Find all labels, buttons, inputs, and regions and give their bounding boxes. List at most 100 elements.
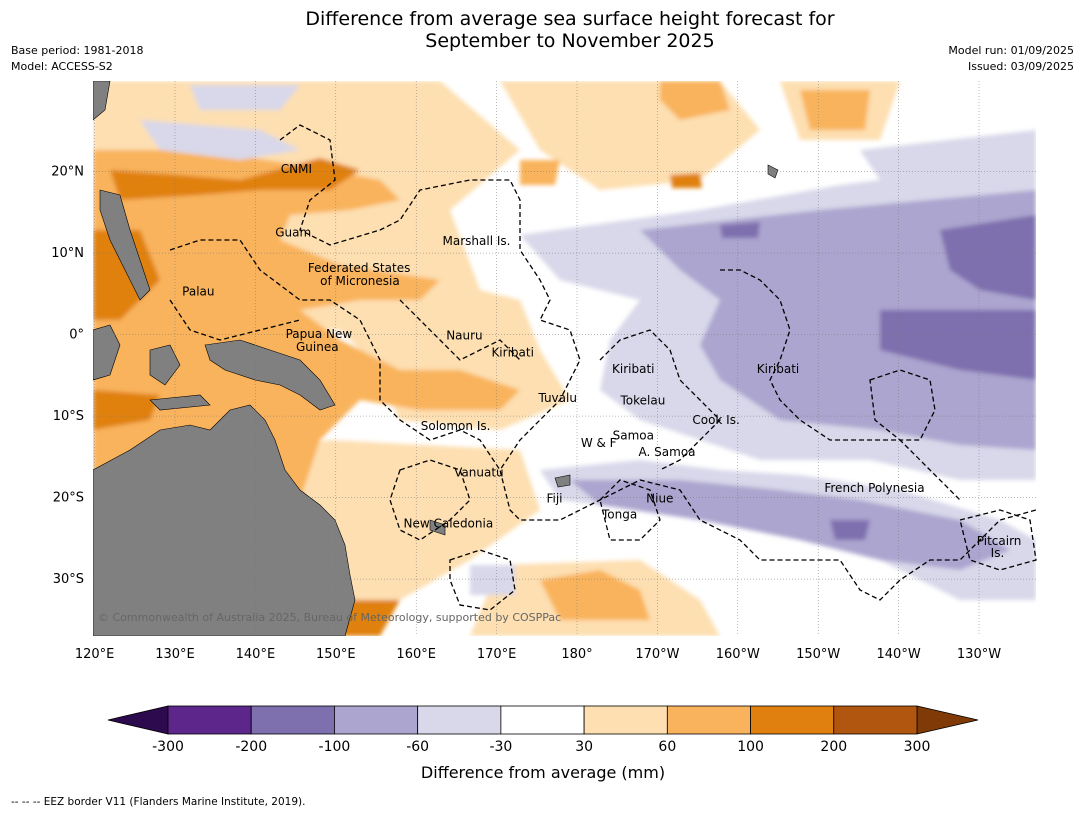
eez-border [449, 549, 516, 611]
region-label: W & F [581, 436, 617, 450]
eez-border [389, 459, 471, 541]
region-label: Pitcairn [977, 534, 1022, 548]
lon-tick-label: 160°E [396, 647, 436, 662]
region-label: Marshall Is. [443, 234, 511, 248]
colorbar-over-arrow [916, 705, 979, 735]
region-label: Palau [182, 284, 214, 298]
region-label: Tuvalu [537, 391, 577, 405]
philippines [99, 189, 151, 301]
anomaly-dark-purple [720, 222, 760, 238]
lon-tick-label: 170°E [477, 647, 517, 662]
region-label: Samoa [613, 429, 654, 443]
region-label: Kiribati [491, 346, 533, 360]
anomaly-mid-orange [660, 81, 730, 120]
region-label: Tonga [601, 508, 637, 522]
gridlines [93, 81, 1036, 636]
lon-tick-label: 150°W [796, 647, 840, 662]
lon-tick-label: 170°W [635, 647, 679, 662]
region-label: Fiji [546, 491, 562, 505]
eez-border [169, 299, 301, 341]
colorbar-tick-label: -300 [152, 739, 184, 755]
model-run: Model run: 01/09/2025 [948, 44, 1074, 57]
colorbar-tick-label: -30 [489, 739, 512, 755]
title-line-1: Difference from average sea surface heig… [305, 8, 835, 30]
colorbar-tick-label: 30 [575, 739, 593, 755]
region-label: Vanuatu [454, 465, 504, 479]
anomaly-dark-purple [880, 310, 1036, 380]
colorbar-segment [250, 705, 335, 735]
region-label: of Micronesia [320, 274, 400, 288]
region-label: Kiribati [757, 362, 799, 376]
lat-tick-label: 30°S [53, 572, 84, 587]
lon-tick-label: 130°E [155, 647, 195, 662]
region-label: Guam [275, 226, 311, 240]
colorbar-segment [417, 705, 502, 735]
anomaly-light-purple [470, 565, 515, 595]
anomaly-mid-orange [800, 90, 870, 130]
new-caledonia [429, 519, 446, 536]
region-label: Guinea [296, 340, 339, 354]
colorbar-tick-label: -200 [235, 739, 267, 755]
lat-tick-label: 10°N [51, 246, 84, 261]
colorbar-tick-label: -100 [319, 739, 351, 755]
copyright-notice: © Commonwealth of Australia 2025, Bureau… [98, 611, 561, 624]
colorbar-tick-label: -60 [406, 739, 429, 755]
eez-border [959, 509, 1037, 571]
base-info: Base period: 1981-2018 Model: ACCESS-S2 [11, 43, 143, 75]
region-label: CNMI [281, 162, 312, 176]
region-label: Federated States [308, 261, 410, 275]
lon-tick-label: 120°E [75, 647, 115, 662]
region-label: French Polynesia [824, 481, 924, 495]
lat-tick-label: 20°N [51, 165, 84, 180]
eez-border [599, 329, 721, 471]
lon-tick-label: 140°W [877, 647, 921, 662]
lon-tick-label: 130°W [957, 647, 1001, 662]
lat-tick-label: 20°S [53, 491, 84, 506]
sulawesi [149, 344, 181, 386]
region-label: A. Samoa [639, 445, 696, 459]
new-guinea [204, 339, 336, 411]
colorbar-tick-label: 60 [658, 739, 676, 755]
colorbar-under-arrow [107, 705, 169, 735]
fiji-island [554, 474, 571, 488]
colorbar-tick-label: 100 [737, 739, 764, 755]
timor [149, 394, 211, 411]
lat-tick-label: 10°S [53, 409, 84, 424]
hawaii [767, 164, 779, 179]
eez-borders [169, 124, 1037, 611]
lon-tick-label: 150°E [316, 647, 356, 662]
region-label: Nauru [446, 328, 482, 342]
run-info: Model run: 01/09/2025 Issued: 03/09/2025 [948, 43, 1074, 75]
colorbar-tick-label: 200 [820, 739, 847, 755]
anomaly-dark-orange [340, 600, 400, 636]
region-label: Kiribati [612, 362, 654, 376]
lat-tick-label: 0° [69, 328, 84, 343]
anomaly-light-purple [140, 120, 300, 160]
region-label: Tokelau [620, 394, 666, 408]
anomaly-dark-orange [93, 390, 160, 430]
anomaly-mid-purple [640, 190, 1036, 450]
colorbar-label: Difference from average (mm) [421, 763, 665, 782]
anomaly-fields [93, 81, 1036, 636]
land [93, 81, 779, 636]
australia [93, 404, 356, 636]
lon-tick-label: 160°W [716, 647, 760, 662]
colorbar-segment [500, 705, 585, 735]
title-line-2: September to November 2025 [425, 30, 715, 52]
colorbar-segment [167, 705, 252, 735]
anomaly-dark-purple [940, 215, 1036, 300]
eez-border [599, 479, 661, 541]
region-label: Solomon Is. [421, 419, 491, 433]
lon-tick-label: 140°E [236, 647, 276, 662]
colorbar-tick-label: 300 [904, 739, 931, 755]
anomaly-light-purple [860, 130, 1036, 180]
lon-tick-label: 180° [561, 647, 592, 662]
chart-title: Difference from average sea surface heig… [200, 8, 940, 52]
region-label: Papua New [286, 327, 353, 341]
anomaly-mid-purple [570, 480, 1010, 570]
anomaly-dark-orange [670, 173, 702, 188]
northern-landmass [93, 81, 111, 121]
colorbar-segment [666, 705, 751, 735]
